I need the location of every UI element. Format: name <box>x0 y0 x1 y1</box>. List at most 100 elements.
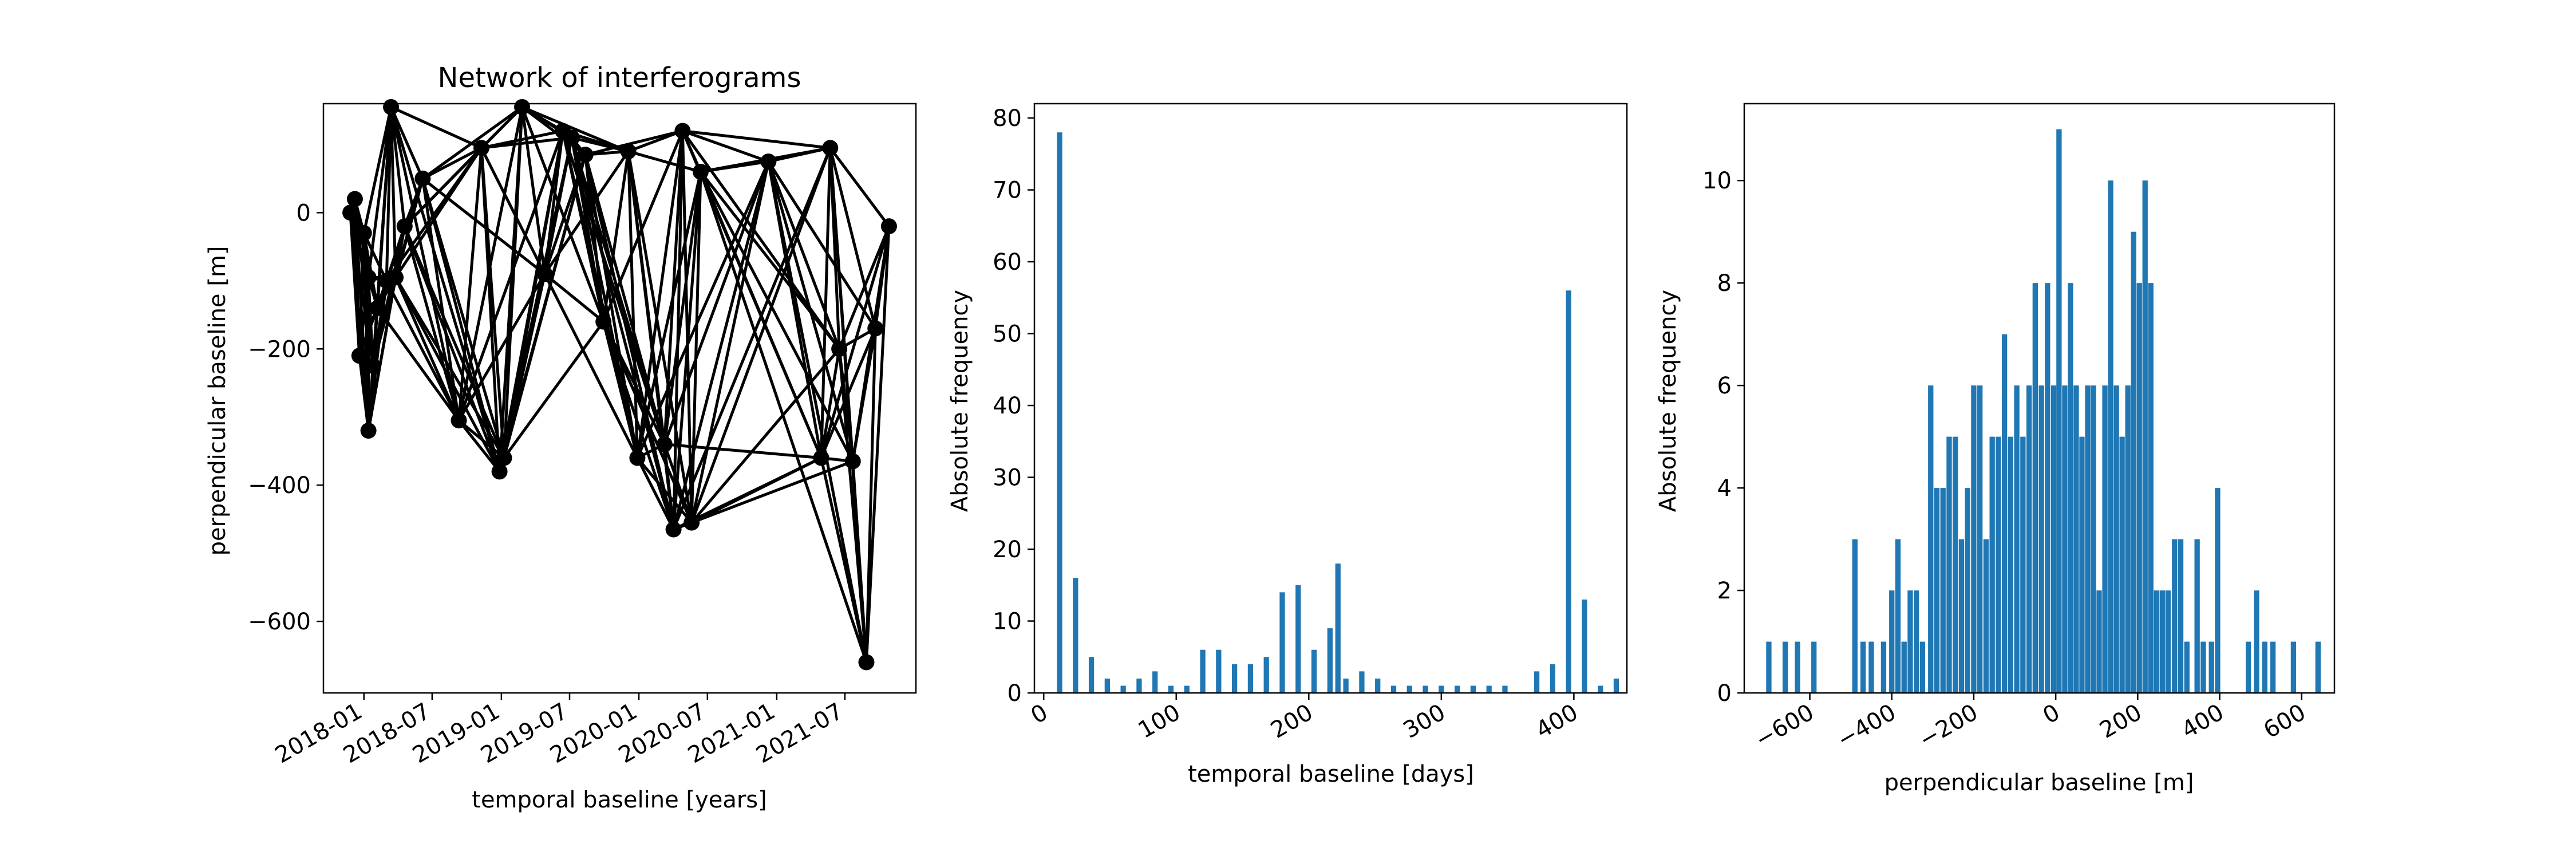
network-node <box>674 123 691 139</box>
network-edge <box>503 321 605 459</box>
network-edge <box>457 419 501 472</box>
temporal-bar <box>1057 132 1062 693</box>
network-title: Network of interferograms <box>438 62 801 94</box>
temporal-bar <box>1423 685 1428 693</box>
perp-bar <box>2045 283 2050 693</box>
network-ytick-label: −400 <box>248 472 311 499</box>
network-edge <box>389 107 501 472</box>
perp-ytick-label: 2 <box>1717 578 1732 604</box>
network-node <box>360 269 377 286</box>
network-edge <box>520 107 547 274</box>
perp-bar <box>1928 385 1934 693</box>
network-node <box>383 98 400 115</box>
network-edge <box>767 161 868 663</box>
temporal-ytick-label: 70 <box>993 178 1022 204</box>
perp-bar <box>2245 641 2251 693</box>
perp-bar <box>2096 590 2102 693</box>
temporal-bar <box>1598 685 1603 693</box>
perp-bar <box>2148 283 2154 693</box>
perp-ytick-label: 0 <box>1717 680 1732 707</box>
network-edge <box>457 148 483 421</box>
network-edge <box>421 178 505 459</box>
temporal-bar <box>1327 628 1333 693</box>
network-edge <box>376 307 460 421</box>
network-edge <box>403 226 501 472</box>
perp-bar <box>2050 385 2057 693</box>
perp-bar <box>2290 641 2297 693</box>
perp-bar <box>1811 641 1817 693</box>
perp-bar <box>2262 641 2267 693</box>
perp-bar <box>1946 436 1952 693</box>
network-node <box>867 320 884 337</box>
network-node <box>656 436 673 452</box>
network-edge <box>691 460 854 524</box>
network-edge <box>389 107 406 227</box>
temporal-ytick-label: 80 <box>993 105 1022 132</box>
network-edge <box>829 147 890 227</box>
network-edge <box>820 348 841 458</box>
temporal-bar <box>1335 564 1341 693</box>
perp-bar <box>2159 590 2165 693</box>
perp-bar <box>2178 539 2184 693</box>
temporal-bar <box>1088 657 1095 693</box>
network-node <box>414 170 431 187</box>
network-edge <box>543 273 605 323</box>
temporal-bar <box>1263 657 1269 693</box>
perp-bar <box>2062 385 2068 693</box>
network-edge <box>681 130 841 350</box>
network-edge <box>690 171 702 523</box>
perp-ytick-label: 8 <box>1717 270 1732 297</box>
network-edge <box>663 161 770 445</box>
network-node <box>683 514 700 531</box>
network-edge <box>828 147 877 329</box>
temporal-bar <box>1152 671 1158 693</box>
perpendicular-histogram-panel: perpendicular baseline [m] Absolute freq… <box>1655 103 2336 796</box>
perp-bar <box>1977 385 1983 693</box>
temporal-bar <box>1343 678 1349 693</box>
perp-bar <box>2102 385 2108 693</box>
perp-bar <box>1889 590 1895 693</box>
temporal-bar <box>1566 290 1571 693</box>
perp-bar <box>1996 436 2001 693</box>
perp-bar <box>2020 436 2026 693</box>
network-ylabel: perpendicular baseline [m] <box>204 246 231 556</box>
network-edge <box>394 147 483 278</box>
perp-bar <box>1907 590 1913 693</box>
network-edge <box>570 137 675 530</box>
network-ytick-label: −600 <box>248 609 311 635</box>
network-edge <box>585 129 683 156</box>
network-edge <box>480 106 523 149</box>
network-edge <box>521 105 629 153</box>
perp-bar <box>2184 641 2190 693</box>
network-edge <box>389 107 397 278</box>
temporal-bar <box>1550 664 1555 693</box>
network-node <box>858 654 875 671</box>
perp-bar <box>2315 641 2321 693</box>
perp-bar <box>1919 641 1926 693</box>
network-edge <box>627 151 639 458</box>
network-edge <box>699 171 841 350</box>
network-node <box>396 218 413 235</box>
perp-xtick-label: −400 <box>1833 699 1901 754</box>
network-node <box>369 300 386 316</box>
network-edge <box>636 456 693 524</box>
network-edges <box>349 105 891 663</box>
network-node <box>360 423 377 439</box>
temporal-ytick-label: 30 <box>993 465 1022 491</box>
perp-bar <box>2038 385 2044 693</box>
perp-ytick-label: 10 <box>1702 168 1732 194</box>
network-edge <box>543 131 564 274</box>
network-edge <box>480 147 546 275</box>
perp-bar <box>2008 436 2014 693</box>
perp-xlabel: perpendicular baseline [m] <box>1884 770 2194 796</box>
temporal-xtick-label: 100 <box>1134 699 1185 744</box>
network-edge <box>385 107 393 281</box>
network-edge <box>421 178 461 421</box>
network-edge <box>403 178 424 227</box>
temporal-bar <box>1232 664 1238 693</box>
perp-bar <box>2131 231 2136 693</box>
temporal-xtick-label: 400 <box>1531 699 1582 744</box>
temporal-histogram-panel: temporal baseline [days] Absolute freque… <box>947 103 1628 787</box>
perp-bar <box>1983 539 1989 693</box>
